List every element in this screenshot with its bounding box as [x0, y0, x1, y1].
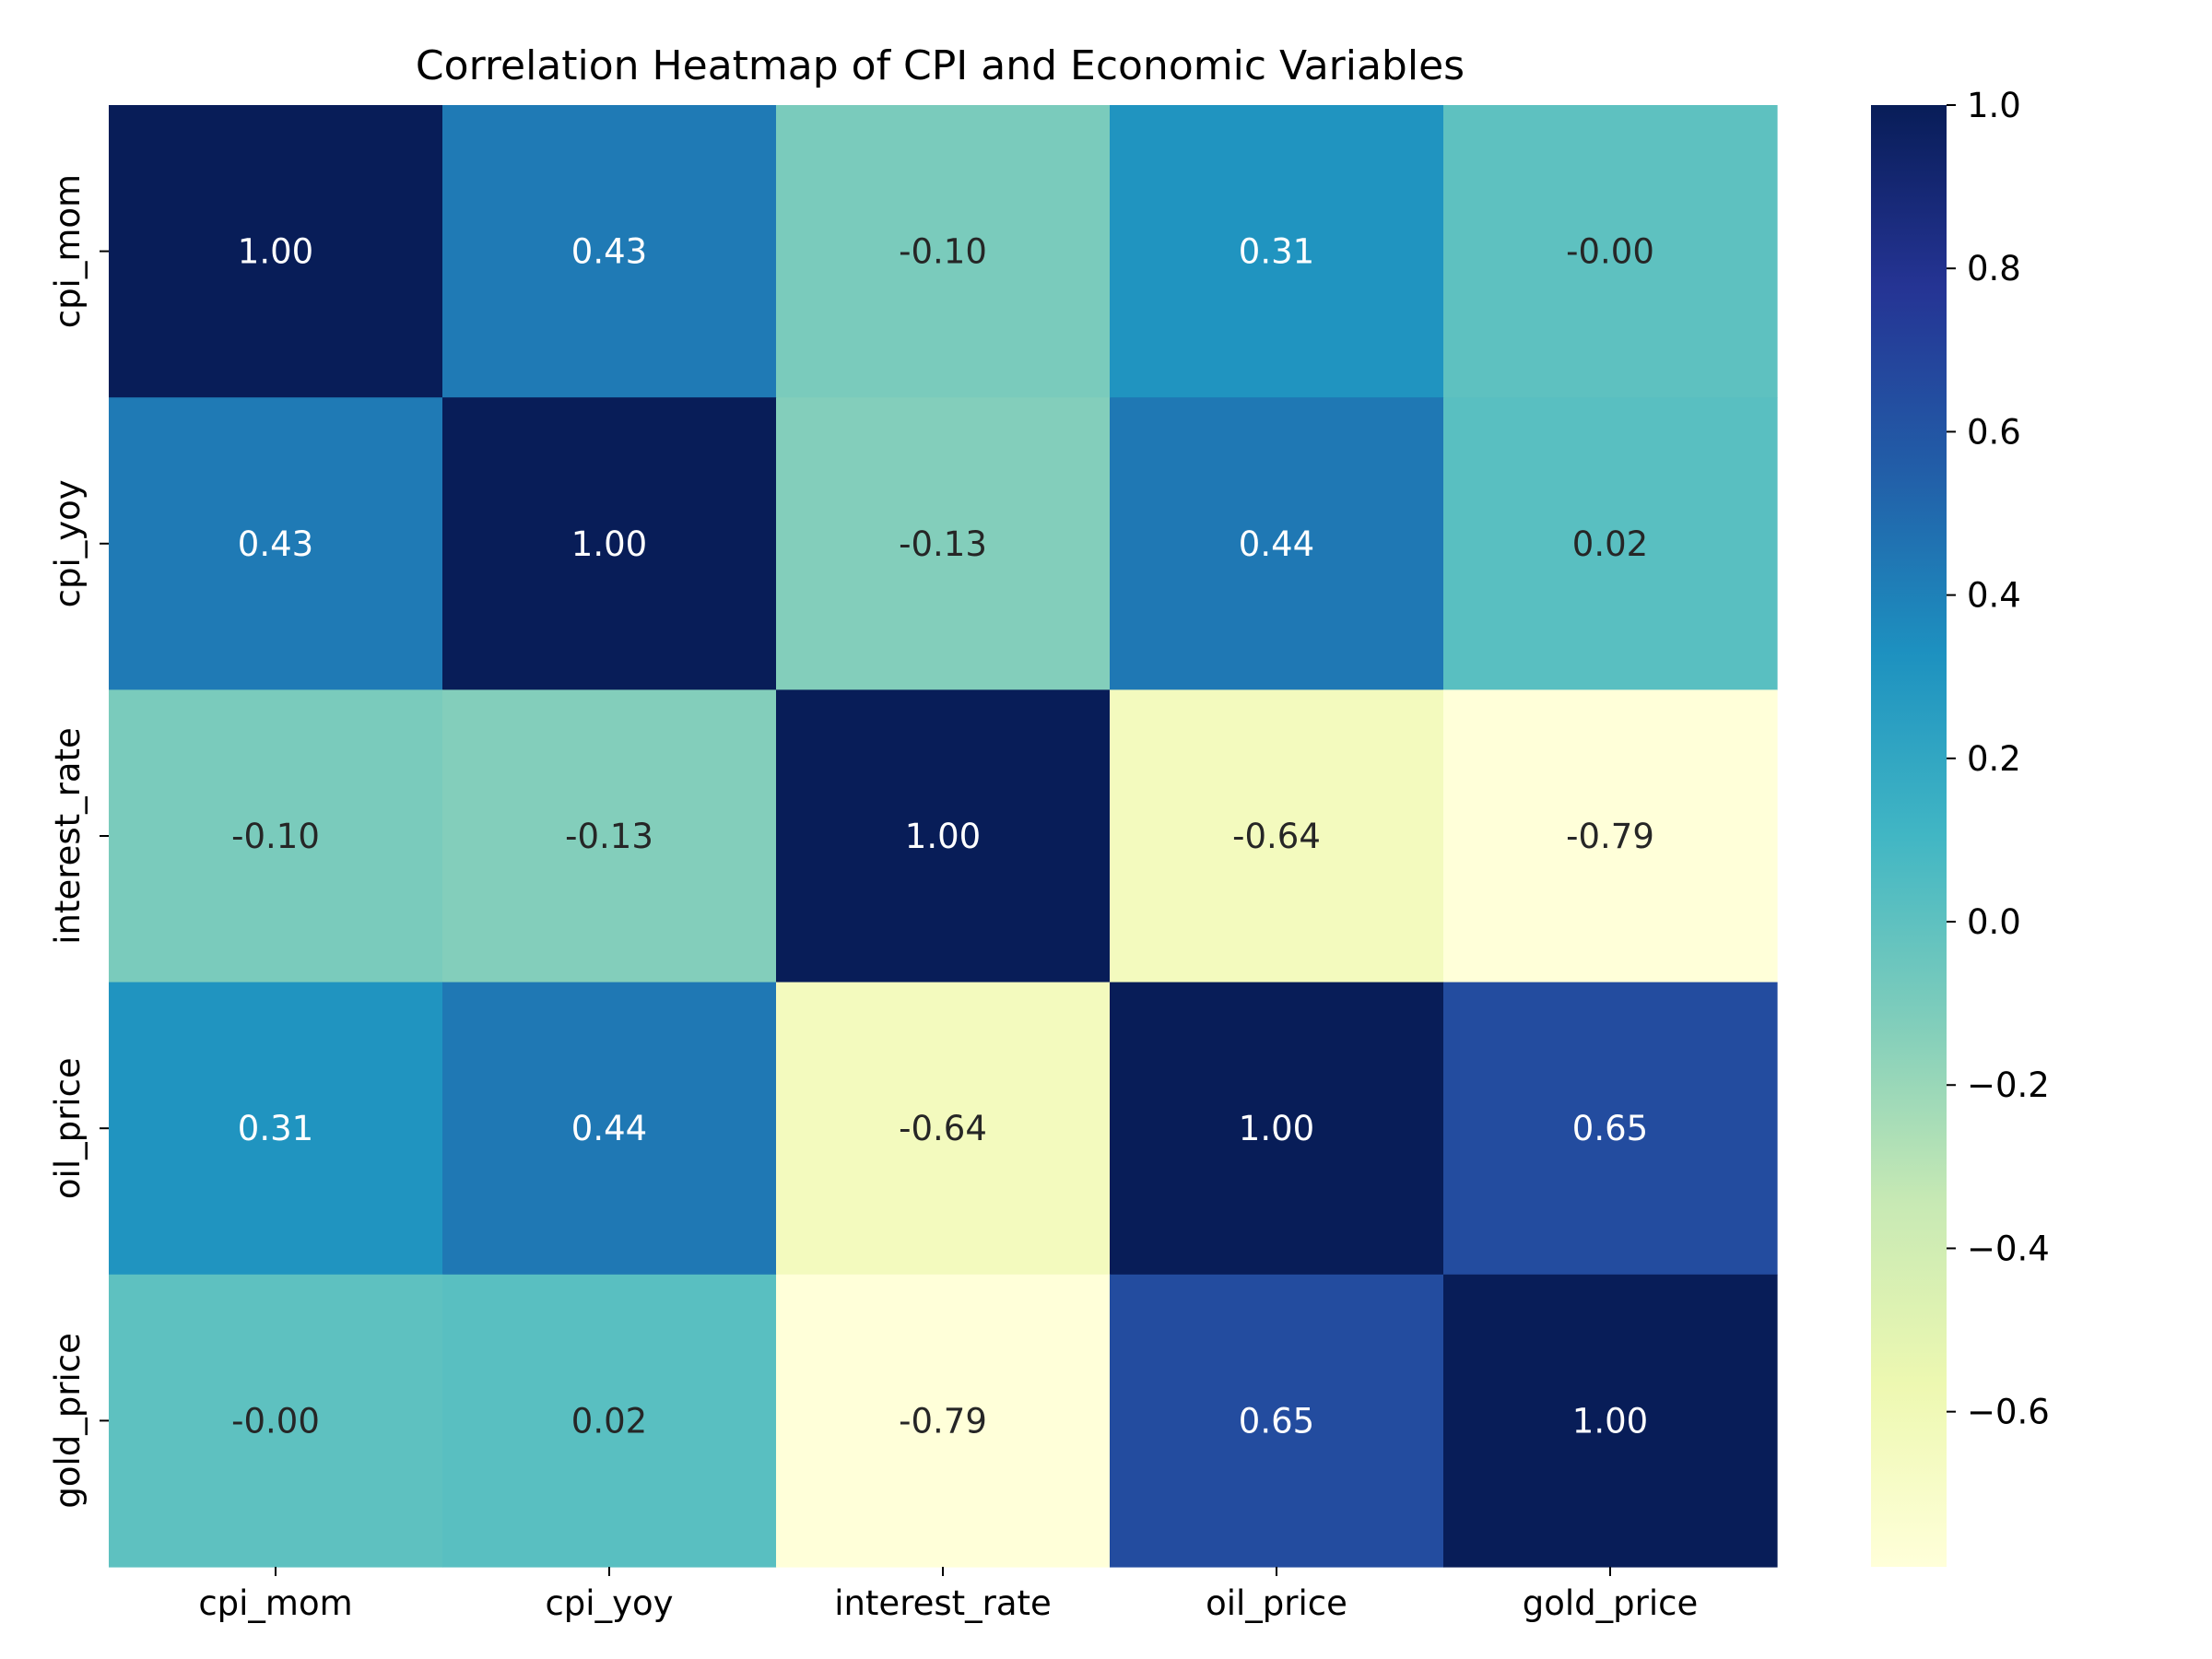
cell-annotation: 0.31 [238, 1109, 313, 1148]
heatmap-cell-gold_price-oil_price [1110, 1274, 1444, 1568]
y-tick-label: oil_price [48, 1057, 88, 1199]
colorbar-tick-label: 1.0 [1967, 86, 2021, 125]
colorbar-tick-label: 0.8 [1967, 249, 2021, 288]
heatmap-cell-interest_rate-cpi_yoy [442, 689, 777, 983]
cell-annotation: 0.44 [1239, 524, 1314, 564]
cell-annotation: -0.79 [899, 1401, 987, 1441]
heatmap-cell-gold_price-interest_rate [776, 1274, 1111, 1568]
colorbar-tick-label: −0.4 [1967, 1229, 2050, 1268]
cell-annotation: 0.02 [1572, 524, 1648, 564]
y-axis: cpi_mom cpi_yoy interest_rate oil_pricegold… [48, 174, 109, 1509]
heatmap-cell-cpi_mom-cpi_yoy [442, 105, 777, 398]
heatmap-cell-interest_rate-interest_rate [776, 689, 1111, 983]
chart-title: Correlation Heatmap of CPI and Economic … [416, 42, 1465, 89]
x-tick-label: gold_price [1523, 1583, 1698, 1623]
cell-annotation: 0.65 [1572, 1109, 1648, 1148]
colorbar [1871, 105, 1947, 1567]
cell-annotation: 0.02 [571, 1401, 647, 1441]
heatmap-cell-gold_price-cpi_mom [109, 1274, 443, 1568]
heatmap-cell-oil_price-cpi_yoy [442, 982, 777, 1276]
cell-annotation: -0.10 [231, 817, 320, 856]
heatmap-cell-cpi_yoy-gold_price [1443, 397, 1778, 690]
y-tick-label: gold_price [48, 1333, 88, 1508]
heatmap-cells [109, 105, 1778, 1568]
cell-annotation: -0.00 [1566, 232, 1654, 272]
heatmap-cell-interest_rate-gold_price [1443, 689, 1778, 983]
cell-annotation: 1.00 [238, 232, 313, 272]
x-axis: cpi_mom cpi_yoy interest_rate oil_price gold… [198, 1567, 1698, 1623]
cell-annotation: 0.44 [571, 1109, 647, 1148]
y-tick-label: cpi_mom [48, 174, 88, 328]
heatmap-cell-interest_rate-cpi_mom [109, 689, 443, 983]
heatmap-cell-interest_rate-oil_price [1110, 689, 1444, 983]
colorbar-tick-label: −0.6 [1967, 1393, 2050, 1432]
cell-annotation: -0.64 [899, 1109, 987, 1148]
y-tick-label: cpi_yoy [48, 479, 88, 607]
cell-annotation: 1.00 [1239, 1109, 1314, 1148]
heatmap-cell-cpi_mom-gold_price [1443, 105, 1778, 398]
x-tick-label: oil_price [1206, 1583, 1347, 1623]
heatmap-cell-gold_price-gold_price [1443, 1274, 1778, 1568]
cell-annotation: -0.10 [899, 232, 987, 272]
y-tick-label: interest_rate [48, 727, 88, 945]
heatmap-cell-cpi_mom-interest_rate [776, 105, 1111, 398]
heatmap-cell-cpi_mom-oil_price [1110, 105, 1444, 398]
cell-annotation: 0.43 [238, 524, 313, 564]
cell-annotation: 1.00 [1572, 1401, 1648, 1441]
cell-annotation: 0.43 [571, 232, 647, 272]
heatmap-cell-oil_price-cpi_mom [109, 982, 443, 1276]
cell-annotation: 1.00 [905, 817, 981, 856]
colorbar-axis: 1.0 0.8 0.6 0.4 0.2 0.0 −0.2 −0.4 −0.6 [1947, 86, 2050, 1432]
heatmap-cell-gold_price-cpi_yoy [442, 1274, 777, 1568]
heatmap-cell-cpi_yoy-interest_rate [776, 397, 1111, 690]
cell-annotation: 0.65 [1239, 1401, 1314, 1441]
heatmap-cell-cpi_yoy-cpi_mom [109, 397, 443, 690]
colorbar-tick-label: 0.4 [1967, 576, 2021, 616]
heatmap-cell-oil_price-gold_price [1443, 982, 1778, 1276]
cell-annotation: 1.00 [571, 524, 647, 564]
heatmap-cell-cpi_yoy-cpi_yoy [442, 397, 777, 690]
heatmap-cell-oil_price-interest_rate [776, 982, 1111, 1276]
cell-annotation: -0.13 [899, 524, 987, 564]
cell-annotation: -0.79 [1566, 817, 1654, 856]
heatmap-cell-cpi_mom-cpi_mom [109, 105, 443, 398]
colorbar-tick-label: 0.2 [1967, 739, 2021, 779]
cell-annotation: -0.00 [231, 1401, 320, 1441]
cell-annotation: -0.13 [565, 817, 653, 856]
cell-annotation: 0.31 [1239, 232, 1314, 272]
heatmap-annotations: 1.00 0.43 -0.10 0.31 -0.00 0.43 1.00 -0.13 0.44 0… [231, 232, 1654, 1441]
x-tick-label: cpi_mom [198, 1583, 352, 1623]
colorbar-tick-label: 0.6 [1967, 412, 2021, 452]
heatmap-cell-oil_price-oil_price [1110, 982, 1444, 1276]
x-tick-label: interest_rate [834, 1583, 1052, 1623]
colorbar-tick-label: −0.2 [1967, 1065, 2050, 1105]
heatmap-cell-cpi_yoy-oil_price [1110, 397, 1444, 690]
colorbar-tick-label: 0.0 [1967, 902, 2021, 942]
x-tick-label: cpi_yoy [545, 1583, 673, 1623]
cell-annotation: -0.64 [1232, 817, 1321, 856]
